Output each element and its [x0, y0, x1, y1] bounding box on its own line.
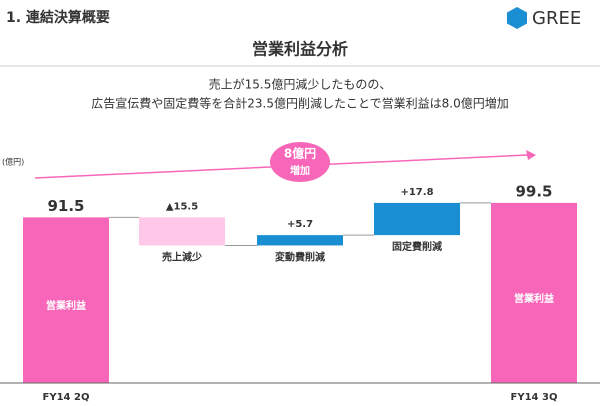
value-label: +5.7	[287, 219, 313, 230]
chart-title: 営業利益分析	[252, 40, 348, 59]
logo-icon	[507, 7, 527, 29]
x-tick-label: FY14 3Q	[511, 392, 558, 403]
bar	[491, 202, 577, 383]
bar-inner-label: 営業利益	[514, 292, 554, 305]
bar	[257, 235, 343, 246]
value-label: +17.8	[400, 187, 433, 198]
bar	[23, 217, 109, 383]
logo: GREE	[532, 8, 581, 29]
x-tick-label: 固定費削減	[392, 240, 442, 253]
value-label: ▲15.5	[166, 201, 198, 212]
annotation: 増加	[290, 164, 310, 177]
bar	[374, 202, 460, 236]
arrow-head	[526, 150, 536, 160]
x-tick-label: 売上減少	[162, 250, 202, 263]
section-title: 1. 連結決算概要	[6, 9, 110, 26]
annotation: 8億円	[284, 146, 316, 161]
bar	[139, 217, 225, 246]
y-axis-label: (億円)	[2, 157, 24, 167]
x-tick-label: 変動費削減	[275, 250, 325, 263]
x-tick-label: FY14 2Q	[43, 392, 90, 403]
value-label: 91.5	[47, 197, 84, 215]
bar-inner-label: 営業利益	[46, 299, 86, 312]
subtitle: 売上が15.5億円減少したものの、	[209, 77, 392, 92]
value-label: 99.5	[515, 182, 552, 200]
subtitle: 広告宣伝費や固定費等を合計23.5億円削減したことで営業利益は8.0億円増加	[91, 96, 508, 111]
annotation-badge	[270, 142, 330, 182]
